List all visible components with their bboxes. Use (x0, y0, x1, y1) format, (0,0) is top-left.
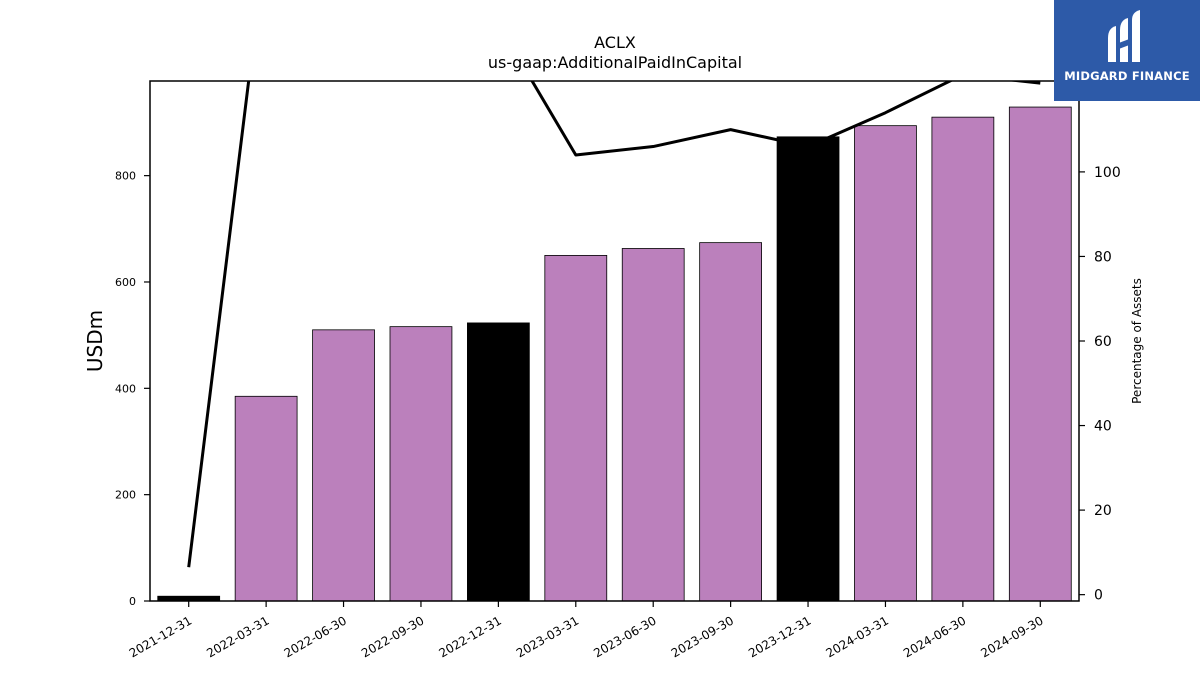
bar-2022-06-30 (312, 329, 375, 602)
midgard-logo-icon (1108, 10, 1140, 62)
y2-tick-label: 100 (1094, 165, 1121, 181)
y2-axis-label: Percentage of Assets (1130, 278, 1144, 404)
y2-axis: 0 20 40 60 80 100 (1079, 165, 1121, 604)
x-tick-label: 2022-03-31 (204, 613, 271, 660)
y2-tick-label: 40 (1094, 419, 1112, 435)
x-tick-label: 2023-09-30 (669, 613, 736, 660)
x-tick-label: 2023-12-31 (746, 613, 813, 660)
bar-2023-03-31 (544, 254, 608, 602)
bar-2023-06-30 (621, 248, 685, 602)
bar-2022-03-31 (234, 395, 298, 602)
x-tick-label: 2023-06-30 (591, 613, 658, 660)
x-tick-label: 2024-06-30 (901, 613, 968, 660)
logo-text: MIDGARD FINANCE (1064, 69, 1190, 83)
line-group (187, 81, 1041, 568)
y2-tick-label: 0 (1094, 588, 1103, 604)
bar-2024-09-30 (1008, 106, 1072, 602)
bar-2024-03-31 (854, 125, 917, 602)
x-tick-label: 2022-09-30 (359, 613, 426, 660)
bar-2023-12-31 (776, 136, 840, 602)
y-tick-label: 0 (129, 595, 136, 608)
x-tick-label: 2021-12-31 (127, 613, 194, 660)
bars-group (157, 106, 1072, 602)
y2-tick-label: 20 (1094, 503, 1112, 519)
bar-2022-09-30 (389, 326, 453, 602)
bar-2023-09-30 (699, 242, 762, 602)
y2-tick-label: 80 (1094, 249, 1112, 265)
x-tick-label: 2023-03-31 (514, 613, 581, 660)
y2-tick-label: 60 (1094, 334, 1112, 350)
chart-title: ACLX (594, 33, 636, 52)
x-tick-label: 2024-03-31 (824, 613, 891, 660)
bar-2022-12-31 (467, 322, 530, 602)
x-tick-label: 2022-06-30 (282, 613, 349, 660)
y-tick-label: 800 (115, 170, 136, 183)
x-tick-label: 2022-12-31 (436, 613, 503, 660)
y-tick-label: 400 (115, 382, 136, 395)
x-axis: 2021-12-31 2022-03-31 2022-06-30 2022-09-30… (127, 601, 1046, 660)
y-axis-label: USDm (83, 310, 107, 372)
y-tick-label: 200 (115, 489, 136, 502)
midgard-finance-logo: MIDGARD FINANCE (1054, 0, 1200, 101)
y-tick-label: 600 (115, 276, 136, 289)
bar-2024-06-30 (931, 116, 995, 602)
y-axis: 0 200 400 600 800 (115, 170, 150, 608)
percentage-line (187, 81, 1041, 568)
x-tick-label: 2024-09-30 (978, 613, 1045, 660)
chart-subtitle: us-gaap:AdditionalPaidInCapital (488, 53, 742, 72)
